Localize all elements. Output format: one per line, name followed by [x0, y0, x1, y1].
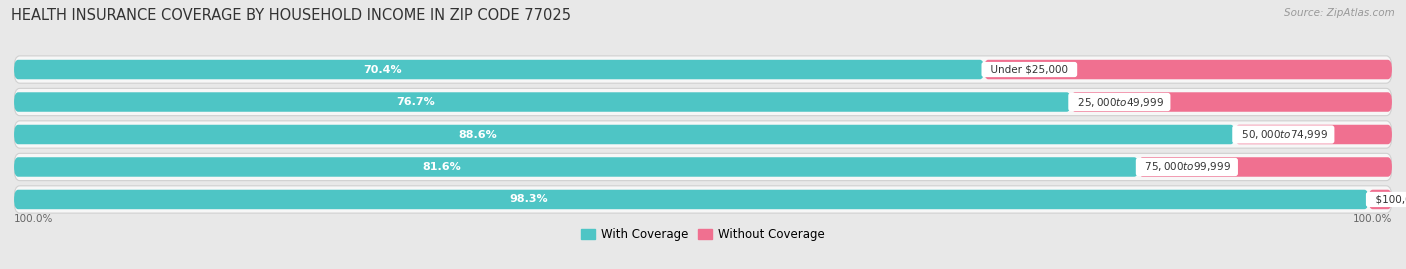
Text: 98.3%: 98.3% [509, 194, 548, 204]
Text: $75,000 to $99,999: $75,000 to $99,999 [1139, 161, 1236, 174]
FancyBboxPatch shape [14, 89, 1392, 116]
Text: HEALTH INSURANCE COVERAGE BY HOUSEHOLD INCOME IN ZIP CODE 77025: HEALTH INSURANCE COVERAGE BY HOUSEHOLD I… [11, 8, 571, 23]
FancyBboxPatch shape [14, 56, 1392, 83]
Text: Source: ZipAtlas.com: Source: ZipAtlas.com [1284, 8, 1395, 18]
Text: 70.4%: 70.4% [363, 65, 402, 75]
Text: $50,000 to $74,999: $50,000 to $74,999 [1234, 128, 1331, 141]
FancyBboxPatch shape [14, 121, 1392, 148]
FancyBboxPatch shape [14, 153, 1392, 180]
FancyBboxPatch shape [1139, 157, 1392, 177]
FancyBboxPatch shape [984, 60, 1392, 79]
Text: Under $25,000: Under $25,000 [984, 65, 1074, 75]
Text: 88.6%: 88.6% [458, 129, 498, 140]
FancyBboxPatch shape [14, 157, 1139, 177]
FancyBboxPatch shape [14, 60, 984, 79]
Text: 76.7%: 76.7% [396, 97, 434, 107]
FancyBboxPatch shape [14, 190, 1368, 209]
FancyBboxPatch shape [1368, 190, 1392, 209]
Legend: With Coverage, Without Coverage: With Coverage, Without Coverage [576, 223, 830, 246]
Text: 100.0%: 100.0% [14, 214, 53, 224]
Text: $100,000 and over: $100,000 and over [1368, 194, 1406, 204]
FancyBboxPatch shape [14, 186, 1392, 213]
FancyBboxPatch shape [1071, 92, 1392, 112]
Text: $25,000 to $49,999: $25,000 to $49,999 [1071, 95, 1168, 108]
FancyBboxPatch shape [1234, 125, 1392, 144]
FancyBboxPatch shape [14, 125, 1234, 144]
Text: 81.6%: 81.6% [422, 162, 461, 172]
FancyBboxPatch shape [14, 92, 1071, 112]
Text: 100.0%: 100.0% [1353, 214, 1392, 224]
